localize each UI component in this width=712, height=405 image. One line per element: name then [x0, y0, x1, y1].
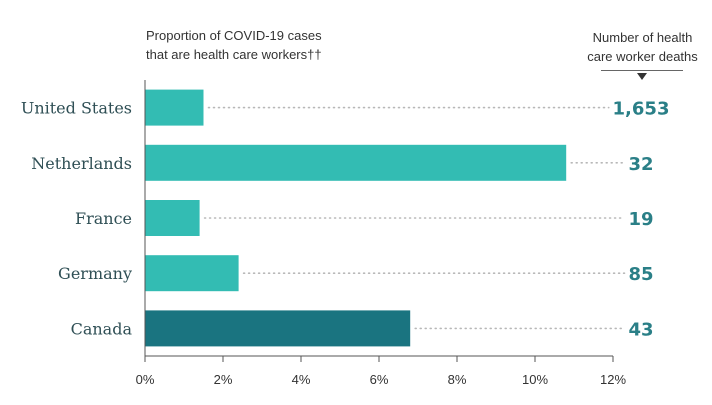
- bar: [145, 200, 200, 236]
- proportion-title-line1: Proportion of COVID-19 cases: [146, 28, 322, 43]
- deaths-title-rule: [601, 70, 683, 71]
- deaths-column-title: Number of health care worker deaths: [580, 28, 705, 66]
- x-tick-label: 12%: [600, 372, 626, 387]
- death-count: 32: [628, 154, 653, 175]
- proportion-title-line2: that are health care workers††: [146, 47, 322, 62]
- x-tick-label: 2%: [214, 372, 233, 387]
- x-tick-label: 6%: [370, 372, 389, 387]
- death-count: 1,653: [613, 99, 670, 120]
- deaths-title-line2: care worker deaths: [587, 49, 698, 64]
- bar: [145, 255, 239, 292]
- death-count: 85: [628, 264, 653, 285]
- category-label: Netherlands: [31, 154, 132, 173]
- category-label: Canada: [71, 319, 133, 338]
- x-tick-label: 10%: [522, 372, 548, 387]
- bar: [145, 89, 204, 126]
- proportion-axis-title: Proportion of COVID-19 cases that are he…: [146, 26, 386, 64]
- x-tick-label: 8%: [448, 372, 467, 387]
- x-tick-label: 0%: [136, 372, 155, 387]
- category-label: France: [75, 209, 132, 228]
- category-label: United States: [21, 99, 132, 118]
- x-tick-label: 4%: [292, 372, 311, 387]
- bar: [145, 144, 567, 181]
- category-label: Germany: [58, 264, 132, 283]
- deaths-title-line1: Number of health: [592, 30, 693, 45]
- death-count: 19: [628, 209, 653, 230]
- bar: [145, 310, 411, 347]
- death-count: 43: [628, 319, 653, 340]
- deaths-pointer-icon: [637, 73, 647, 80]
